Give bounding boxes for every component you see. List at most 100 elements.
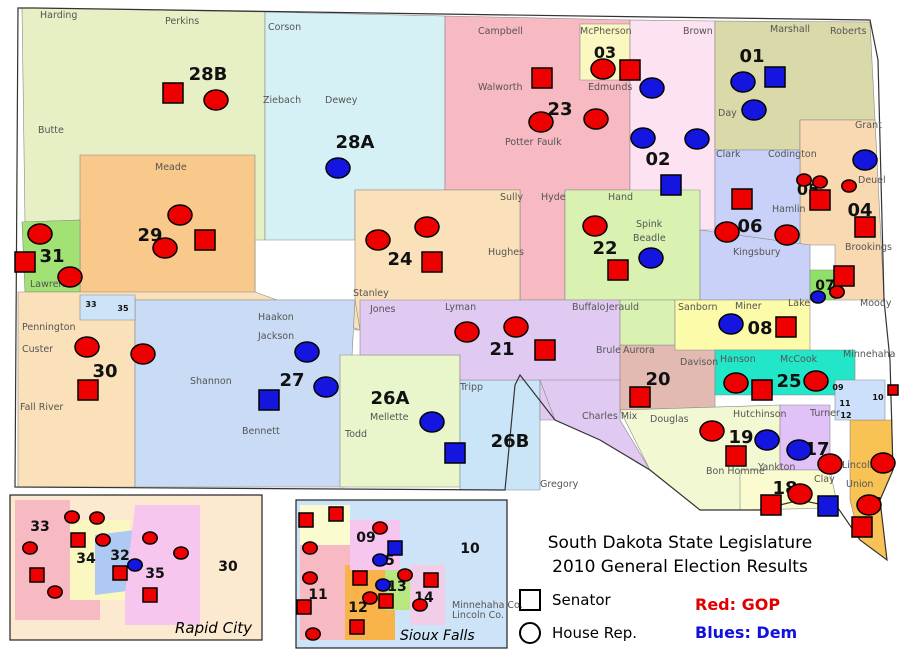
county-name: Kingsbury [733, 247, 781, 258]
senator-marker [70, 532, 86, 548]
county-name: Day [718, 108, 737, 119]
county-name: Sanborn [678, 302, 717, 313]
district-label: 26A [371, 388, 410, 409]
house-marker [95, 533, 111, 547]
legend-gop: Red: GOP [695, 595, 780, 614]
county-name: Codington [768, 149, 817, 160]
inset-district-label: 11 [308, 587, 327, 603]
county-name: Miner [735, 301, 762, 312]
district-label: 04 [847, 200, 872, 221]
county-name: Buffalo [572, 302, 606, 313]
county-name: Davison [680, 357, 718, 368]
legend-house: House Rep. [552, 624, 637, 642]
senator-marker [731, 188, 753, 210]
senator-marker [298, 512, 314, 528]
house-marker [856, 494, 882, 516]
district-label: 23 [547, 99, 572, 120]
inset-district-label: 10 [460, 541, 480, 557]
house-marker [362, 591, 378, 605]
county-name: Butte [38, 125, 64, 136]
house-marker [313, 376, 339, 398]
house-marker [414, 216, 440, 238]
house-marker [786, 439, 812, 461]
legend-circle [519, 622, 541, 644]
district-label: 33 [85, 300, 96, 309]
county-name: Haakon [258, 312, 294, 323]
house-marker [590, 58, 616, 80]
county-name: Dewey [325, 95, 358, 106]
county-name: Shannon [190, 376, 232, 387]
house-marker [528, 111, 554, 133]
county-name: Aurora [623, 345, 655, 356]
house-marker [74, 336, 100, 358]
house-marker [639, 77, 665, 99]
county-name: Hughes [488, 247, 524, 258]
county-name: Lincoln Co. [452, 610, 504, 621]
senator-marker [725, 445, 747, 467]
county-name: Bennett [242, 426, 280, 437]
county-name: Meade [155, 162, 187, 173]
house-marker [852, 149, 878, 171]
region-29 [79, 154, 256, 296]
district-label: 27 [279, 370, 304, 391]
district-label: 28B [189, 64, 228, 85]
inset-district-label: 30 [218, 559, 238, 575]
district-label: 30 [92, 361, 117, 382]
senator-marker [760, 494, 782, 516]
house-marker [699, 420, 725, 442]
inset-district-label: 32 [110, 548, 129, 564]
senator-marker [194, 229, 216, 251]
county-name: Hanson [720, 354, 756, 365]
house-marker [152, 237, 178, 259]
house-marker [638, 247, 664, 269]
house-marker [375, 578, 391, 592]
county-name: Roberts [830, 26, 866, 37]
inset-district-label: 12 [348, 600, 367, 616]
house-marker [754, 429, 780, 451]
house-marker [167, 204, 193, 226]
county-name: Clark [716, 149, 741, 160]
county-name: Tripp [459, 382, 483, 393]
county-name: Potter [505, 137, 533, 148]
county-name: McPherson [580, 26, 632, 37]
house-marker [47, 585, 63, 599]
house-marker [817, 453, 843, 475]
county-name: Fall River [20, 402, 63, 413]
legend-square [519, 589, 541, 611]
senator-marker [833, 265, 855, 287]
senator-marker [851, 516, 873, 538]
county-name: Turner [809, 408, 840, 419]
county-name: Pennington [22, 322, 76, 333]
district-label: 12 [840, 411, 851, 420]
county-name: Hand [608, 192, 633, 203]
legend-dem: Blues: Dem [695, 623, 797, 642]
county-name: Ziebach [263, 95, 301, 106]
county-name: Lawrence [30, 279, 76, 290]
district-label: 08 [747, 318, 772, 339]
senator-marker [421, 251, 443, 273]
house-marker [130, 343, 156, 365]
house-marker [741, 99, 767, 121]
district-label: 06 [737, 216, 762, 237]
senator-marker [751, 379, 773, 401]
senator-marker [809, 189, 831, 211]
county-name: Mellette [370, 412, 409, 423]
house-marker [27, 223, 53, 245]
county-name: Faulk [537, 137, 562, 148]
inset-frames [9, 494, 508, 649]
senator-marker [352, 570, 368, 586]
county-name: Minnehaha Co. [452, 600, 523, 611]
house-marker [173, 546, 189, 560]
house-marker [812, 175, 828, 189]
district-label: 03 [594, 43, 616, 62]
county-name: Yankton [757, 462, 795, 473]
county-name: Brule [596, 345, 621, 356]
house-marker [372, 521, 388, 535]
county-name: Lincoln [842, 460, 876, 471]
district-label: 09 [832, 383, 844, 392]
county-name: Perkins [165, 16, 199, 27]
county-name: Jones [369, 304, 395, 315]
house-marker [723, 372, 749, 394]
senator-marker [764, 66, 786, 88]
county-name: Sully [500, 192, 523, 203]
